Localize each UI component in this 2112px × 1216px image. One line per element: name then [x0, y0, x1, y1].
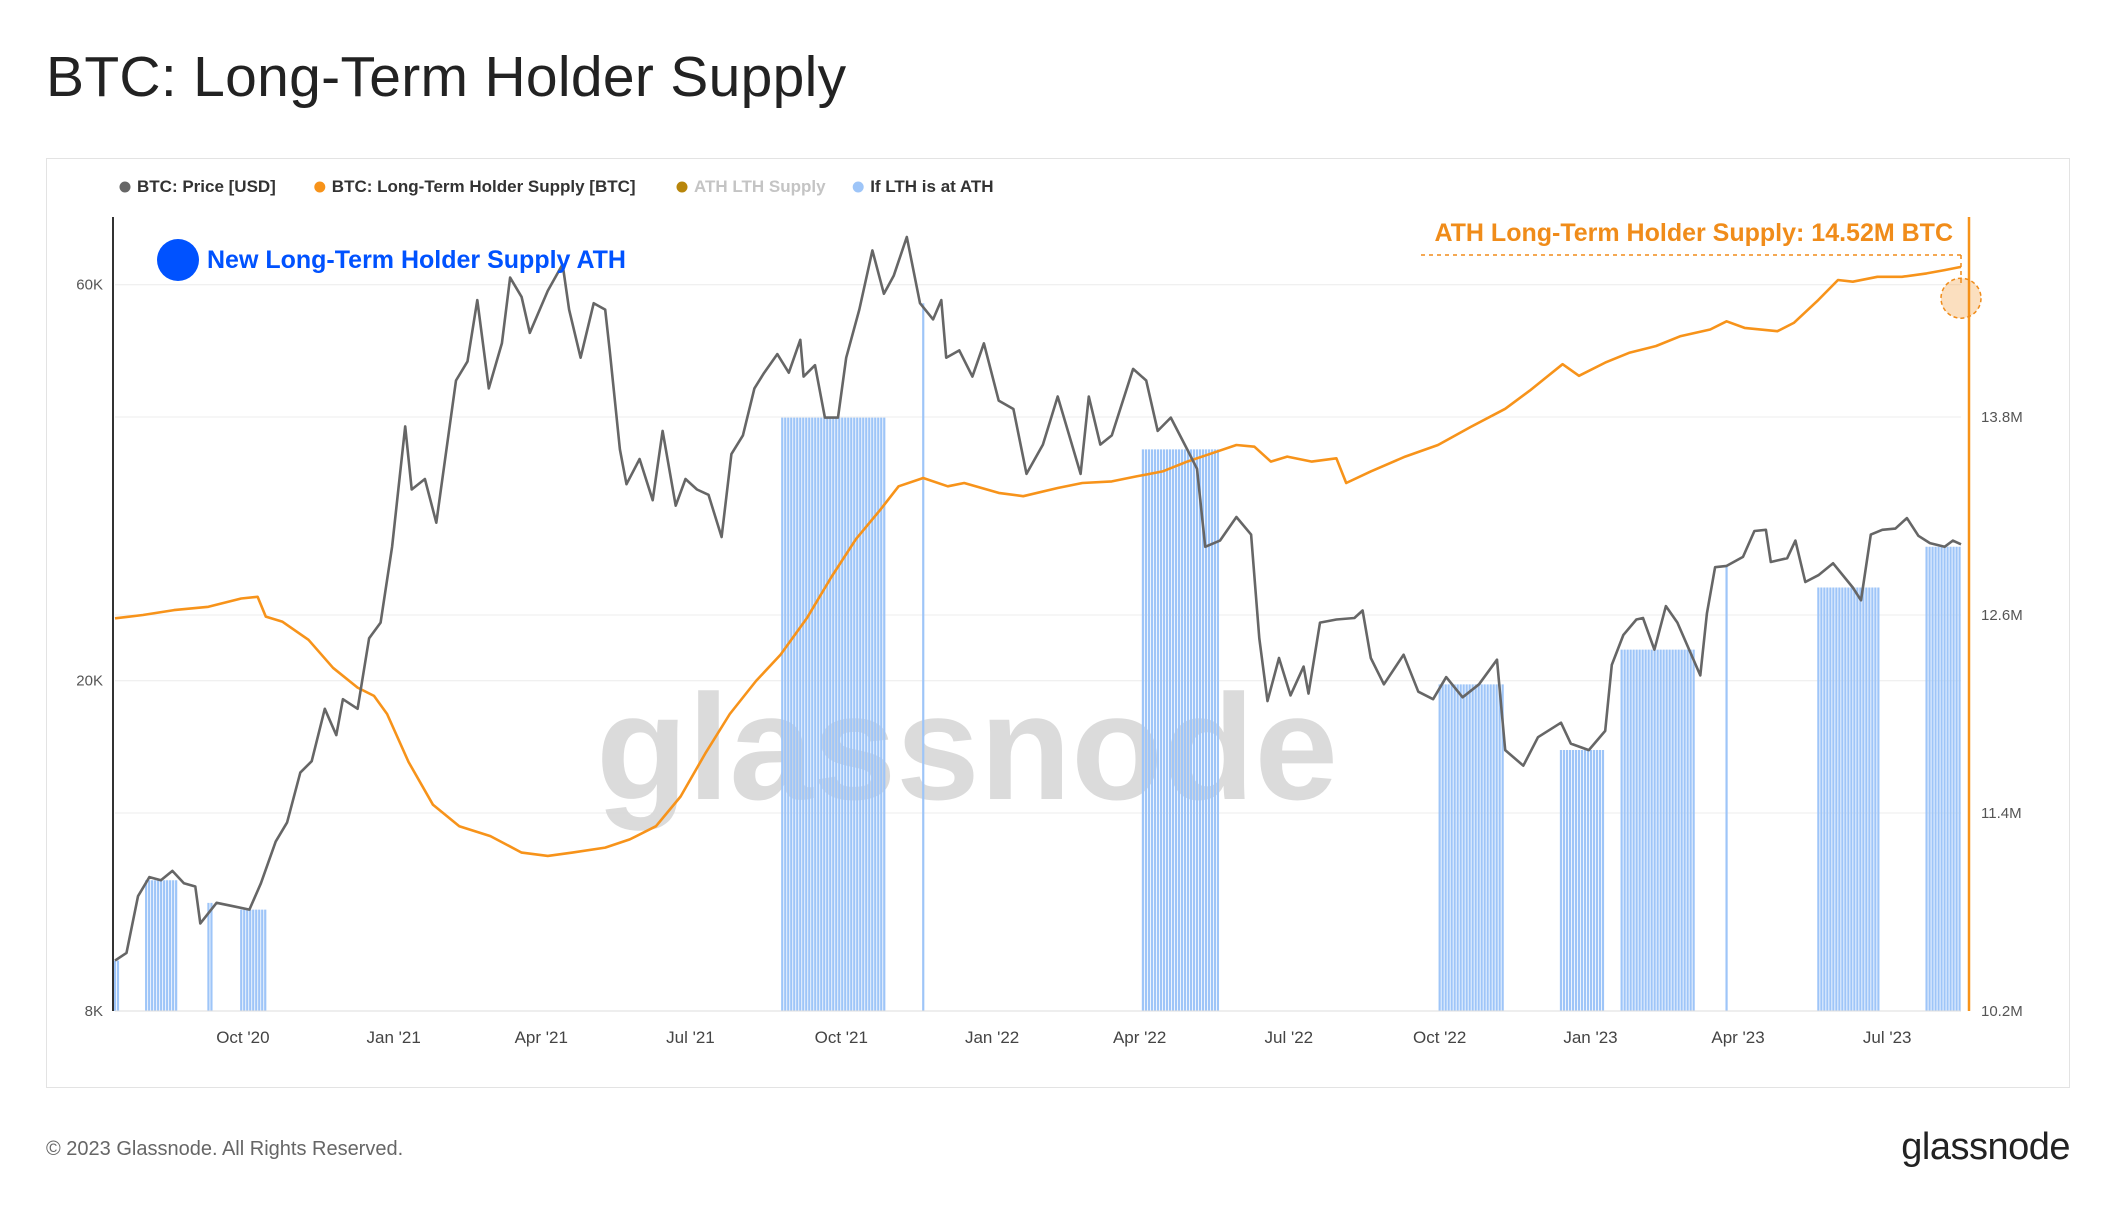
x-tick-label: Oct '20 [216, 1028, 269, 1047]
x-tick-label: Apr '23 [1711, 1028, 1764, 1047]
x-tick-label: Apr '22 [1113, 1028, 1166, 1047]
x-tick-label: Jan '22 [965, 1028, 1019, 1047]
lth-supply-line [114, 265, 1962, 858]
legend-label-0: BTC: Price [USD] [137, 177, 276, 196]
axes: 8K 20K 60K 10.2M 11.4M 12.6M 13.8M Oct '20 Jan '… [76, 217, 2023, 1047]
footer-copyright: © 2023 Glassnode. All Rights Reserved. [46, 1138, 404, 1160]
x-tick-label: Apr '21 [515, 1028, 568, 1047]
chart-legend: BTC: Price [USD] BTC: Long-Term Holder Su… [119, 177, 994, 196]
chart-container: BTC: Price [USD] BTC: Long-Term Holder Su… [46, 158, 2070, 1088]
x-tick-label: Jul '21 [666, 1028, 715, 1047]
ath-value-label: ATH Long-Term Holder Supply: 14.52M BTC [1434, 219, 1953, 247]
y-right-tick-label: 10.2M [1981, 1003, 2023, 1020]
new-ath-label: New Long-Term Holder Supply ATH [207, 246, 626, 274]
x-tick-label: Jul '22 [1265, 1028, 1314, 1047]
ath-point-marker-icon [1940, 277, 1982, 319]
chart-svg: BTC: Price [USD] BTC: Long-Term Holder Su… [76, 177, 2023, 1047]
legend-marker-1 [314, 181, 326, 193]
price-series [114, 235, 1962, 962]
y-right-tick-label: 11.4M [1981, 805, 2022, 822]
legend-marker-3 [852, 181, 864, 193]
ath-bars [113, 303, 1961, 1011]
footer-logo: glassnode [1901, 1126, 2070, 1168]
y-right-tick-label: 12.6M [1981, 607, 2023, 624]
legend-marker-2 [676, 181, 688, 193]
x-tick-label: Jul '23 [1863, 1028, 1912, 1047]
price-line [114, 235, 1962, 962]
legend-label-3: If LTH is at ATH [870, 177, 993, 196]
x-tick-label: Jan '21 [367, 1028, 421, 1047]
y-left-tick-label: 8K [85, 1003, 103, 1020]
legend-label-1: BTC: Long-Term Holder Supply [BTC] [332, 177, 636, 196]
lth-supply-series [114, 265, 1962, 858]
new-ath-marker-icon [157, 239, 199, 281]
x-tick-label: Jan '23 [1563, 1028, 1617, 1047]
legend-marker-0 [119, 181, 131, 193]
x-tick-label: Oct '21 [815, 1028, 868, 1047]
legend-label-2: ATH LTH Supply [694, 177, 826, 196]
annotations: New Long-Term Holder Supply ATH ATH Long-… [157, 219, 1982, 319]
y-left-tick-label: 20K [76, 673, 103, 690]
y-left-tick-label: 60K [76, 277, 103, 294]
x-tick-label: Oct '22 [1413, 1028, 1466, 1047]
y-right-tick-label: 13.8M [1981, 409, 2023, 426]
page-title: BTC: Long-Term Holder Supply [46, 45, 847, 109]
watermark: glassnode [596, 663, 1338, 831]
